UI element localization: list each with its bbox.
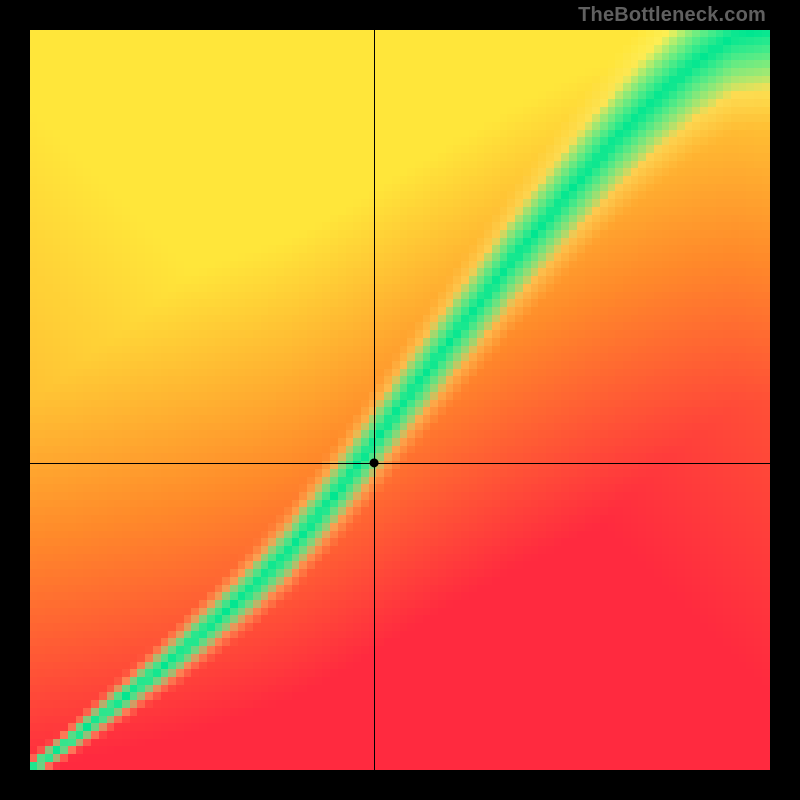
watermark-label: TheBottleneck.com (578, 4, 766, 27)
plot-area (30, 30, 770, 770)
heatmap-canvas (30, 30, 770, 770)
